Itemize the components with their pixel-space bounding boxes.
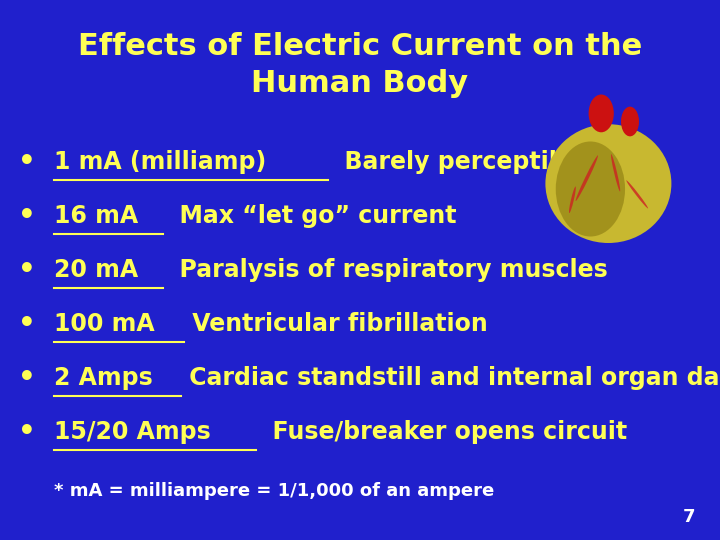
Text: •: • xyxy=(19,418,36,446)
Text: Fuse/breaker opens circuit: Fuse/breaker opens circuit xyxy=(256,420,627,444)
Ellipse shape xyxy=(626,180,648,208)
Text: •: • xyxy=(19,148,36,176)
Ellipse shape xyxy=(621,106,639,137)
Text: •: • xyxy=(19,310,36,338)
Text: •: • xyxy=(19,202,36,230)
Text: 16 mA: 16 mA xyxy=(54,204,138,228)
Text: Effects of Electric Current on the
Human Body: Effects of Electric Current on the Human… xyxy=(78,32,642,98)
Text: 7: 7 xyxy=(683,508,695,526)
Text: •: • xyxy=(19,364,36,392)
Ellipse shape xyxy=(611,154,620,191)
Text: Max “let go” current: Max “let go” current xyxy=(163,204,456,228)
Text: 20 mA: 20 mA xyxy=(54,258,138,282)
Text: 100 mA: 100 mA xyxy=(54,312,155,336)
Ellipse shape xyxy=(546,124,671,243)
Text: 15/20 Amps: 15/20 Amps xyxy=(54,420,211,444)
Ellipse shape xyxy=(569,186,576,213)
Ellipse shape xyxy=(575,156,598,201)
Text: 2 Amps: 2 Amps xyxy=(54,366,153,390)
Text: Cardiac standstill and internal organ damage: Cardiac standstill and internal organ da… xyxy=(181,366,720,390)
Text: 1 mA (milliamp): 1 mA (milliamp) xyxy=(54,150,266,174)
Ellipse shape xyxy=(556,141,625,237)
Text: Barely perceptible: Barely perceptible xyxy=(328,150,590,174)
Text: •: • xyxy=(19,256,36,284)
Text: * mA = milliampere = 1/1,000 of an ampere: * mA = milliampere = 1/1,000 of an amper… xyxy=(54,482,494,501)
Ellipse shape xyxy=(588,94,613,132)
Text: Paralysis of respiratory muscles: Paralysis of respiratory muscles xyxy=(163,258,607,282)
Text: Ventricular fibrillation: Ventricular fibrillation xyxy=(184,312,487,336)
